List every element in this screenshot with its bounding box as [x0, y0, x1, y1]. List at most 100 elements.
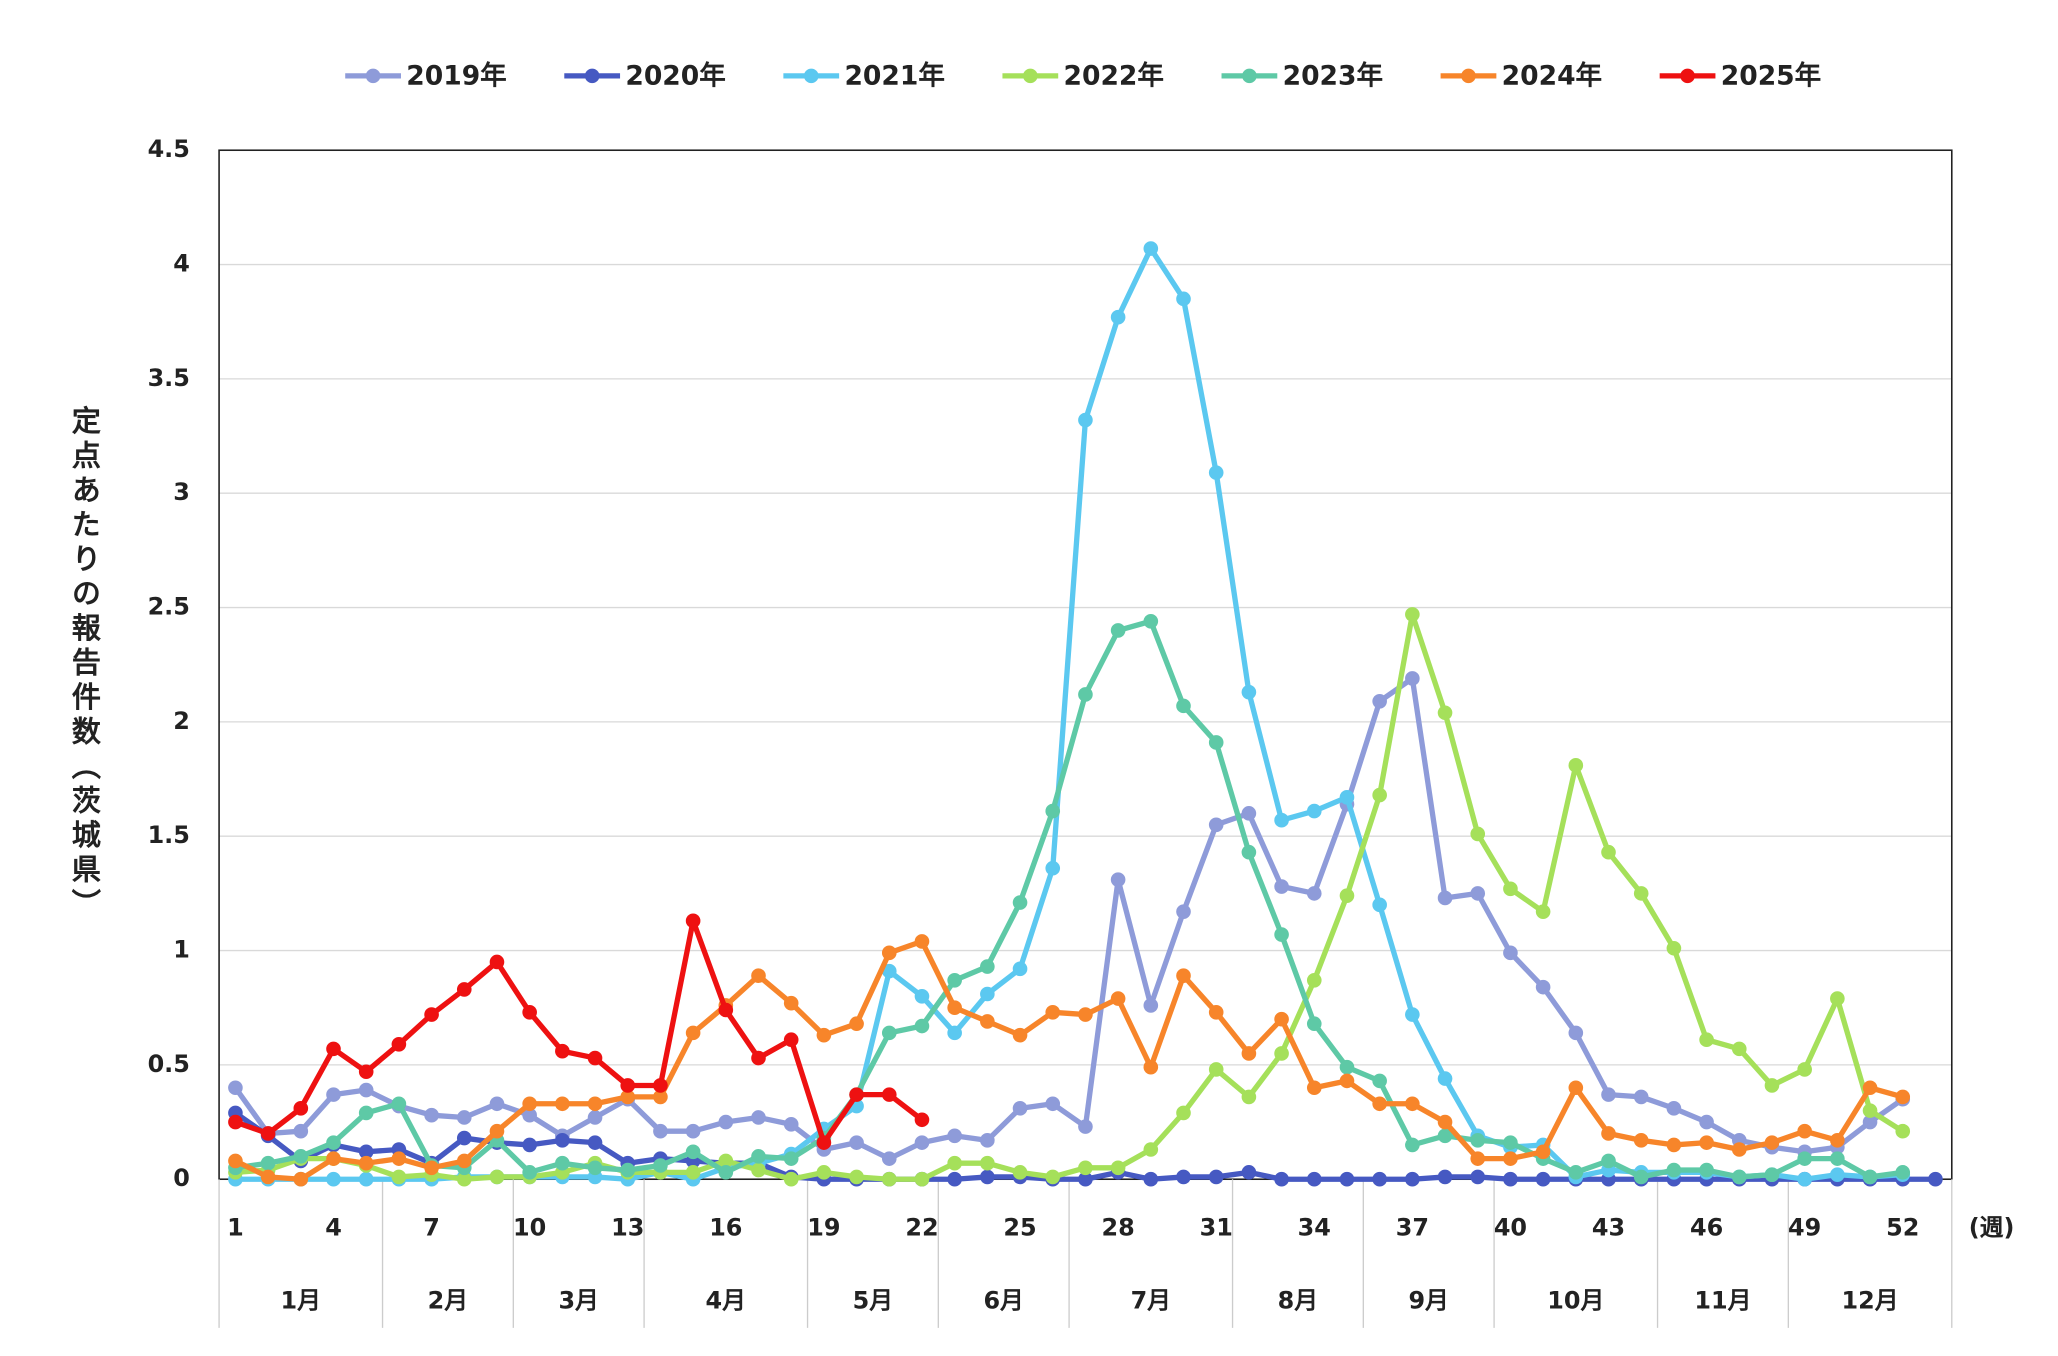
month-label: 1月 — [281, 1286, 322, 1314]
data-point — [1306, 1080, 1322, 1096]
y-axis-label: 定点あたりの報告件数（茨城県） — [67, 404, 101, 923]
data-point — [456, 1153, 472, 1169]
data-point — [1503, 1171, 1518, 1187]
data-point — [1208, 1004, 1224, 1020]
data-point — [980, 1133, 995, 1148]
data-point — [980, 986, 995, 1002]
data-point — [1601, 1126, 1616, 1141]
y-tick-label: 3 — [173, 478, 190, 506]
data-point — [1830, 991, 1845, 1006]
data-point — [1895, 1165, 1911, 1180]
data-point — [1437, 1114, 1453, 1130]
data-point — [1306, 803, 1322, 819]
legend-marker — [1023, 68, 1038, 84]
x-tick-label: 37 — [1396, 1213, 1429, 1241]
y-tick-label: 2 — [173, 707, 190, 735]
data-point — [1339, 790, 1355, 805]
data-point — [849, 1087, 864, 1102]
data-point — [1503, 881, 1518, 897]
y-tick-label: 1 — [173, 936, 190, 964]
data-point — [358, 1171, 374, 1187]
data-point — [1405, 671, 1420, 686]
data-point — [914, 1112, 930, 1128]
data-point — [489, 954, 505, 970]
data-point — [1470, 886, 1486, 901]
data-point — [1503, 1135, 1518, 1150]
data-point — [1568, 758, 1584, 773]
data-point — [947, 1155, 962, 1171]
data-point — [1568, 1080, 1584, 1096]
y-tick-label: 0.5 — [148, 1050, 190, 1078]
data-point — [522, 1107, 537, 1123]
data-point — [1666, 940, 1682, 956]
data-point — [718, 1165, 734, 1180]
data-point — [522, 1165, 537, 1180]
data-point — [653, 1089, 668, 1105]
data-point — [881, 963, 897, 979]
data-point — [1241, 806, 1257, 821]
data-point — [1568, 1165, 1584, 1180]
data-point — [1339, 1171, 1355, 1187]
y-tick-label: 2.5 — [148, 593, 190, 621]
data-point — [1241, 684, 1257, 700]
data-point — [1601, 1153, 1616, 1169]
data-point — [1339, 1073, 1355, 1089]
legend-marker — [365, 68, 381, 84]
data-point — [881, 1171, 897, 1187]
x-tick-label: 4 — [325, 1213, 342, 1241]
data-point — [1012, 1165, 1028, 1180]
data-point — [685, 1025, 701, 1041]
data-point — [881, 1087, 897, 1102]
x-tick-label: 28 — [1102, 1213, 1135, 1241]
data-point — [456, 1171, 472, 1187]
x-tick-label: 46 — [1690, 1213, 1723, 1241]
data-point — [1470, 826, 1486, 842]
month-label: 9月 — [1408, 1286, 1449, 1314]
data-point — [1045, 1096, 1061, 1112]
data-point — [1405, 607, 1420, 622]
data-point — [1699, 1114, 1714, 1130]
data-point — [914, 988, 930, 1004]
data-point — [555, 1096, 570, 1112]
data-point — [1830, 1151, 1845, 1166]
data-point — [1372, 1171, 1387, 1187]
data-point — [1699, 1135, 1714, 1150]
data-point — [391, 1151, 407, 1166]
data-point — [1535, 979, 1551, 995]
data-point — [1731, 1041, 1747, 1057]
x-tick-label: 1 — [227, 1213, 244, 1241]
data-point — [555, 1133, 570, 1148]
data-point — [1797, 1123, 1812, 1139]
data-point — [947, 1025, 962, 1041]
data-point — [489, 1123, 505, 1139]
data-point — [522, 1096, 537, 1112]
data-point — [718, 1114, 734, 1130]
x-tick-label: 16 — [709, 1213, 742, 1241]
data-point — [1895, 1089, 1911, 1105]
data-point — [260, 1155, 276, 1171]
data-point — [587, 1096, 603, 1112]
data-point — [1437, 1169, 1453, 1185]
data-point — [1470, 1151, 1486, 1166]
data-point — [391, 1096, 407, 1112]
plot-border — [218, 149, 1953, 1181]
data-point — [1405, 1007, 1420, 1022]
data-point — [620, 1162, 636, 1178]
data-point — [1437, 705, 1453, 721]
data-point — [881, 945, 897, 961]
data-point — [1764, 1135, 1780, 1150]
data-point — [1372, 694, 1387, 709]
x-tick-label: 19 — [807, 1213, 840, 1241]
data-point — [1339, 888, 1355, 903]
data-point — [620, 1089, 636, 1105]
data-point — [1208, 1062, 1224, 1077]
data-point — [751, 1050, 766, 1066]
data-point — [1764, 1167, 1780, 1182]
data-point — [881, 1151, 897, 1166]
data-point — [980, 959, 995, 974]
series-line — [233, 675, 1905, 1162]
x-tick-label: 43 — [1592, 1213, 1625, 1241]
data-point — [293, 1101, 309, 1116]
data-point — [1405, 1137, 1420, 1153]
month-label: 12月 — [1841, 1286, 1898, 1314]
